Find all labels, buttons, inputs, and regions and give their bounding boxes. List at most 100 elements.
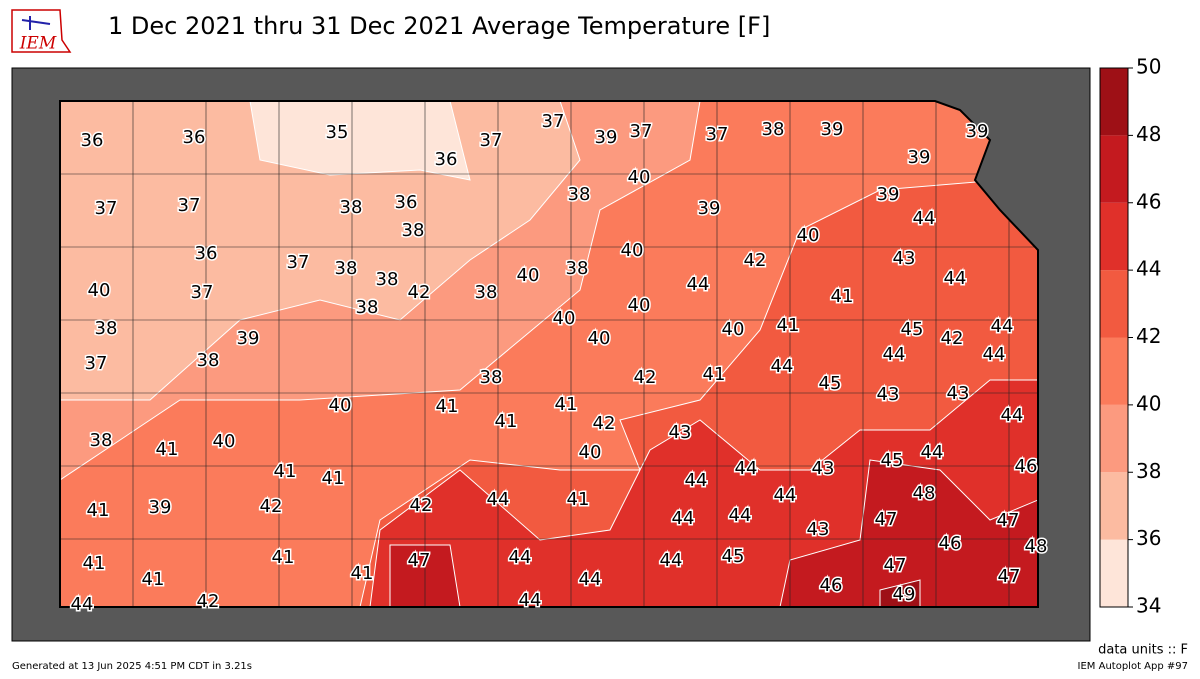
station-value: 47	[875, 509, 898, 530]
station-value: 47	[997, 510, 1020, 531]
station-value: 44	[509, 547, 532, 568]
colorbar-tick-label: 44	[1136, 257, 1161, 281]
station-value: 36	[395, 192, 418, 213]
station-value: 44	[774, 485, 797, 506]
station-value: 43	[812, 458, 835, 479]
station-value: 45	[722, 546, 745, 567]
station-value: 37	[480, 130, 503, 151]
station-value: 40	[517, 265, 540, 286]
colorbar-bin	[1100, 270, 1128, 338]
station-value: 43	[877, 384, 900, 405]
colorbar-bin	[1100, 404, 1128, 473]
station-value: 47	[408, 550, 431, 571]
contour-fill	[60, 101, 1038, 607]
station-value: 42	[941, 328, 964, 349]
station-value: 44	[983, 344, 1006, 365]
station-value: 47	[884, 555, 907, 576]
station-value: 40	[588, 328, 611, 349]
station-value: 38	[480, 367, 503, 388]
station-value: 37	[706, 124, 729, 145]
station-value: 40	[722, 319, 745, 340]
station-value: 40	[621, 240, 644, 261]
station-value: 41	[156, 439, 179, 460]
station-value: 40	[553, 308, 576, 329]
station-value: 48	[1025, 536, 1048, 557]
station-value: 38	[568, 184, 591, 205]
station-value: 42	[593, 413, 616, 434]
app-note: IEM Autoplot App #97	[1078, 661, 1188, 672]
station-value: 42	[410, 495, 433, 516]
station-value: 49	[893, 584, 916, 605]
colorbar-tick-label: 34	[1136, 594, 1161, 618]
station-value: 44	[913, 208, 936, 229]
station-value: 37	[191, 282, 214, 303]
station-value: 40	[579, 442, 602, 463]
station-value: 47	[998, 566, 1021, 587]
station-value: 39	[149, 497, 172, 518]
station-value: 38	[475, 282, 498, 303]
station-value: 43	[669, 422, 692, 443]
station-value: 44	[519, 590, 542, 611]
station-value: 35	[326, 122, 349, 143]
station-value: 46	[1015, 456, 1038, 477]
station-value: 42	[634, 367, 657, 388]
logo-text: IEM	[19, 34, 57, 54]
station-value: 48	[913, 483, 936, 504]
colorbar: 34 36 38 40 42 44 46 48 50	[1099, 55, 1161, 618]
station-value: 41	[436, 396, 459, 417]
colorbar-tick-label: 50	[1136, 55, 1161, 79]
station-value: 39	[595, 127, 618, 148]
station-labels: 36 36 35 36 37 37 39 37 37 38 39 39 39 37 37 38 36 38 38 40…	[69, 110, 1049, 617]
station-value: 42	[744, 250, 767, 271]
station-value: 41	[142, 569, 165, 590]
station-value: 46	[939, 533, 962, 554]
station-value: 45	[819, 373, 842, 394]
station-value: 41	[351, 563, 374, 584]
station-value: 38	[197, 350, 220, 371]
station-value: 37	[178, 195, 201, 216]
station-value: 39	[908, 147, 931, 168]
station-value: 37	[95, 198, 118, 219]
station-value: 43	[807, 519, 830, 540]
station-value: 44	[729, 505, 752, 526]
station-value: 42	[260, 496, 283, 517]
station-value: 40	[88, 280, 111, 301]
colorbar-tick-label: 48	[1136, 122, 1161, 146]
station-value: 41	[777, 315, 800, 336]
station-value: 44	[771, 356, 794, 377]
station-value: 41	[831, 286, 854, 307]
colorbar-bin	[1100, 202, 1128, 271]
station-value: 44	[735, 458, 758, 479]
station-value: 46	[820, 575, 843, 596]
station-value: 41	[495, 411, 518, 432]
station-value: 39	[821, 119, 844, 140]
station-value: 41	[87, 500, 110, 521]
station-value: 44	[685, 470, 708, 491]
station-value: 41	[274, 461, 297, 482]
station-value: 40	[329, 395, 352, 416]
state-border	[59, 100, 1039, 608]
station-value: 40	[213, 431, 236, 452]
station-value: 44	[921, 442, 944, 463]
colorbar-tick-label: 46	[1136, 189, 1161, 213]
station-value: 43	[893, 248, 916, 269]
contour-zone	[249, 101, 471, 181]
station-value: 38	[376, 269, 399, 290]
station-value: 42	[197, 591, 220, 612]
station-value: 38	[402, 220, 425, 241]
station-value: 41	[83, 553, 106, 574]
contour-zone	[779, 459, 1038, 607]
station-value: 36	[183, 127, 206, 148]
station-value: 44	[883, 344, 906, 365]
colorbar-bin	[1100, 472, 1128, 540]
station-value: 36	[435, 149, 458, 170]
station-value: 37	[85, 353, 108, 374]
station-value: 39	[877, 184, 900, 205]
station-value: 44	[660, 550, 683, 571]
station-value: 41	[703, 364, 726, 385]
colorbar-bin	[1100, 539, 1128, 607]
station-value: 39	[966, 121, 989, 142]
station-value: 44	[1001, 405, 1024, 426]
colorbar-tick-label: 38	[1136, 459, 1161, 483]
